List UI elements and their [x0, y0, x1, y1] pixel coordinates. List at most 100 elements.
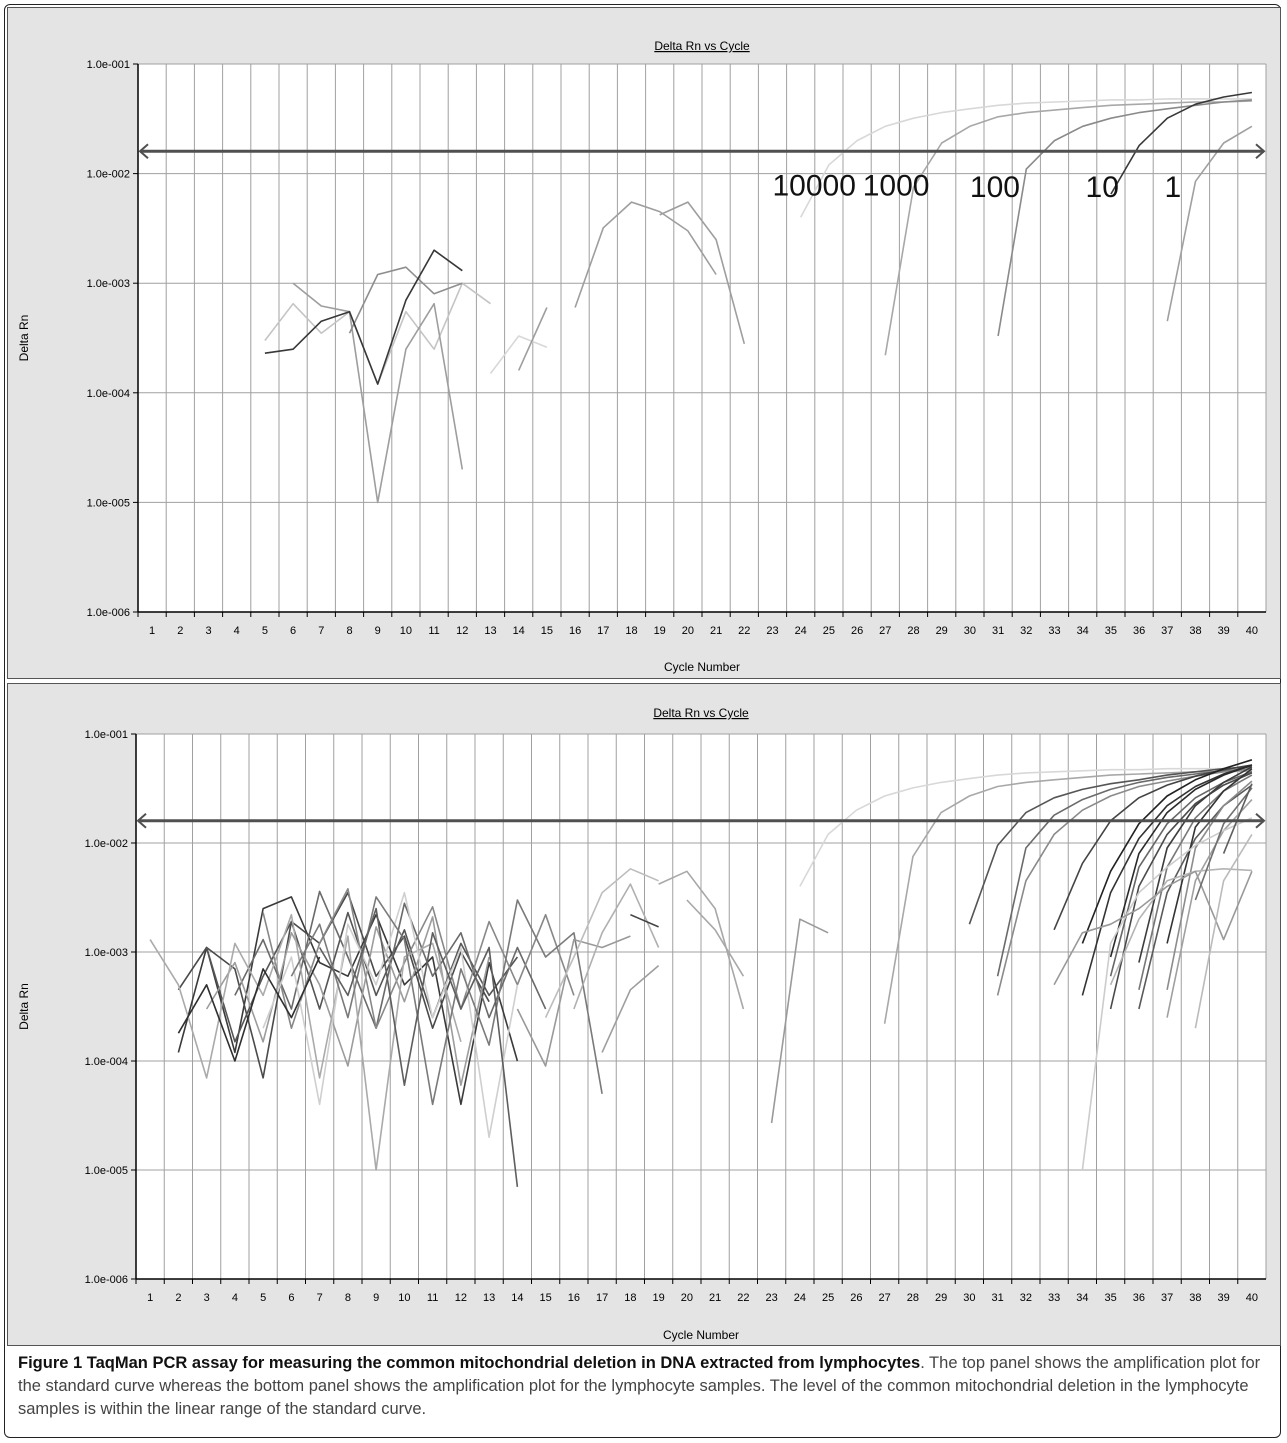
- series-line-4: [517, 307, 548, 371]
- x-tick-label: 21: [709, 1292, 721, 1304]
- x-tick-label: 16: [569, 625, 581, 637]
- x-tick-label: 24: [794, 1292, 806, 1304]
- x-tick-label: 31: [992, 625, 1004, 637]
- series-line-8: [262, 891, 519, 1139]
- threshold-arrow-right: [1255, 812, 1266, 829]
- series-line-15: [601, 964, 660, 1053]
- x-tick-label: 15: [540, 1292, 552, 1304]
- x-tick-label: 17: [597, 625, 609, 637]
- x-tick-label: 40: [1246, 1292, 1258, 1304]
- x-tick-label: 18: [625, 625, 637, 637]
- x-tick-label: 5: [262, 625, 268, 637]
- x-tick-label: 39: [1218, 1292, 1230, 1304]
- annotation-label: 1000: [863, 169, 930, 202]
- x-tick-label: 35: [1105, 1292, 1117, 1304]
- x-tick-label: 20: [681, 1292, 693, 1304]
- series-line-10: [318, 907, 519, 1187]
- series-line-1: [177, 896, 519, 1106]
- figure-caption: Figure 1 TaqMan PCR assay for measuring …: [18, 1352, 1273, 1421]
- x-tick-label: 30: [964, 625, 976, 637]
- x-tick-label: 21: [710, 625, 722, 637]
- x-tick-label: 19: [653, 1292, 665, 1304]
- x-tick-label: 10: [400, 625, 412, 637]
- series-line-38: [1109, 868, 1252, 986]
- series-line-40: [1194, 833, 1253, 1029]
- y-tick-label: 1.0e-005: [85, 1165, 128, 1177]
- chart-panel-bottom: Delta Rn vs Cycle 1.0e-006 1.0e-005 1.0e-00…: [7, 683, 1281, 1346]
- x-tick-label: 35: [1105, 625, 1117, 637]
- chart-top: Delta Rn vs Cycle 1.0e-006 1.0e-005 1.0e-00…: [17, 39, 1267, 674]
- series-line-19: [770, 918, 829, 1124]
- x-tick-label: 38: [1189, 625, 1201, 637]
- x-tick-label: 9: [373, 1292, 379, 1304]
- series-line-30: [1109, 772, 1253, 1010]
- series-line-16: [630, 913, 659, 928]
- x-tick-label: 8: [345, 1292, 351, 1304]
- series-line-37: [1081, 817, 1253, 1171]
- x-tick-label: 8: [346, 625, 352, 637]
- x-tick-label: 3: [204, 1292, 210, 1304]
- y-tick-label: 1.0e-006: [87, 607, 130, 619]
- x-tick-label: 11: [428, 625, 439, 637]
- series-line-29: [1109, 764, 1253, 958]
- x-tick-label: 7: [317, 1292, 323, 1304]
- annotation-label: 10000: [773, 169, 856, 202]
- x-tick-label: 27: [879, 1292, 891, 1304]
- y-tick-label: 1.0e-004: [85, 1056, 128, 1068]
- x-tick-label: 38: [1189, 1292, 1201, 1304]
- x-tick-label: 22: [738, 625, 750, 637]
- x-tick-label: 14: [511, 1292, 523, 1304]
- series-line-31: [1138, 774, 1253, 990]
- series-line-11: [264, 249, 463, 385]
- x-tick-label: 15: [541, 625, 553, 637]
- series-line-13: [1166, 125, 1253, 322]
- series-line-36: [1166, 799, 1253, 1018]
- threshold-arrow-right: [1255, 143, 1266, 159]
- x-tick-label: 33: [1048, 1292, 1060, 1304]
- x-tick-label: 24: [795, 625, 807, 637]
- y-axis-label: Delta Rn: [17, 315, 31, 362]
- x-tick-label: 4: [234, 625, 240, 637]
- series-line-35: [1166, 768, 1253, 944]
- y-tick-label: 1.0e-006: [85, 1274, 128, 1286]
- x-tick-label: 20: [682, 625, 694, 637]
- x-tick-label: 1: [149, 625, 155, 637]
- x-tick-label: 26: [851, 625, 863, 637]
- x-tick-label: 40: [1246, 625, 1258, 637]
- threshold-arrow-left: [136, 812, 147, 829]
- x-tick-label: 1: [147, 1292, 153, 1304]
- x-tick-label: 2: [175, 1292, 181, 1304]
- x-tick-label: 32: [1020, 625, 1032, 637]
- x-tick-label: 18: [624, 1292, 636, 1304]
- y-axis-label: Delta Rn: [17, 983, 31, 1030]
- x-tick-label: 25: [823, 625, 835, 637]
- y-tick-label: 1.0e-005: [87, 497, 130, 509]
- y-tick-label: 1.0e-002: [87, 169, 130, 181]
- series-line-2: [799, 98, 1252, 218]
- x-tick-label: 23: [766, 1292, 778, 1304]
- series-line-42: [1222, 783, 1253, 854]
- x-axis-label: Cycle Number: [664, 660, 740, 674]
- chart-panel-top: Delta Rn vs Cycle 1.0e-006 1.0e-005 1.0e-00…: [7, 7, 1281, 679]
- x-tick-label: 25: [822, 1292, 834, 1304]
- y-tick-label: 1.0e-003: [87, 278, 130, 290]
- chart-title: Delta Rn vs Cycle: [654, 39, 750, 53]
- series-line-33: [1138, 784, 1253, 1010]
- x-tick-label: 16: [568, 1292, 580, 1304]
- x-tick-label: 36: [1133, 1292, 1145, 1304]
- x-tick-label: 3: [205, 625, 211, 637]
- series-line-10: [997, 99, 1252, 337]
- annotation-label: 100: [970, 171, 1020, 204]
- series-line-32: [1138, 766, 1253, 963]
- chart-title: Delta Rn vs Cycle: [653, 706, 749, 720]
- threshold-arrow-left: [138, 143, 149, 159]
- x-tick-label: 30: [963, 1292, 975, 1304]
- series-line-20: [799, 767, 1252, 887]
- x-tick-label: 2: [177, 625, 183, 637]
- x-tick-label: 12: [455, 1292, 467, 1304]
- x-tick-label: 14: [513, 625, 525, 637]
- series-line-6: [659, 201, 746, 345]
- series-line-26: [1081, 759, 1253, 944]
- series-line-1: [489, 335, 548, 374]
- series-line-39: [1053, 870, 1253, 986]
